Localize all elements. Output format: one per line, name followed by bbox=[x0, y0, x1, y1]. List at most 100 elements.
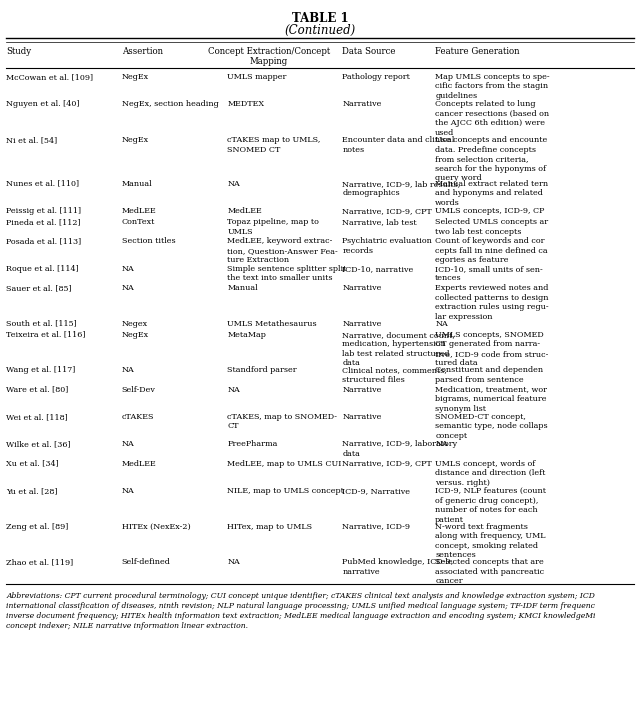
Text: Study: Study bbox=[6, 47, 31, 56]
Text: NegEx, section heading: NegEx, section heading bbox=[122, 100, 218, 108]
Text: South et al. [115]: South et al. [115] bbox=[6, 320, 77, 328]
Text: Section titles: Section titles bbox=[122, 238, 175, 246]
Text: Zeng et al. [89]: Zeng et al. [89] bbox=[6, 523, 68, 530]
Text: Self-defined: Self-defined bbox=[122, 558, 170, 566]
Text: NA: NA bbox=[435, 320, 448, 328]
Text: MedLEE: MedLEE bbox=[122, 207, 156, 215]
Text: ICD-9, NLP features (count
of generic drug concept),
number of notes for each
pa: ICD-9, NLP features (count of generic dr… bbox=[435, 487, 546, 523]
Text: UMLS concepts, SNOMED
CT generated from narra-
tive, ICD-9 code from struc-
ture: UMLS concepts, SNOMED CT generated from … bbox=[435, 331, 548, 367]
Text: Selected concepts that are
associated with pancreatic
cancer: Selected concepts that are associated wi… bbox=[435, 558, 545, 585]
Text: ICD-10, narrative: ICD-10, narrative bbox=[342, 265, 413, 273]
Text: UMLS mapper: UMLS mapper bbox=[227, 73, 287, 81]
Text: Encounter data and clinical
notes: Encounter data and clinical notes bbox=[342, 136, 455, 154]
Text: Self-Dev: Self-Dev bbox=[122, 386, 156, 394]
Text: NA: NA bbox=[122, 441, 134, 449]
Text: Concept Extraction/Concept
Mapping: Concept Extraction/Concept Mapping bbox=[207, 47, 330, 66]
Text: FreePharma: FreePharma bbox=[227, 441, 278, 449]
Text: Data Source: Data Source bbox=[342, 47, 396, 56]
Text: Narrative, ICD-9, lab results,
demographics: Narrative, ICD-9, lab results, demograph… bbox=[342, 180, 461, 197]
Text: Medication, treatment, wor
bigrams, numerical feature
synonym list: Medication, treatment, wor bigrams, nume… bbox=[435, 386, 547, 412]
Text: MedLEE: MedLEE bbox=[122, 460, 156, 468]
Text: Concepts related to lung
cancer resections (based on
the AJCC 6th edition) were
: Concepts related to lung cancer resectio… bbox=[435, 100, 549, 137]
Text: McCowan et al. [109]: McCowan et al. [109] bbox=[6, 73, 93, 81]
Text: Abbreviations: CPT current procedural terminology; CUI concept unique identifier: Abbreviations: CPT current procedural te… bbox=[6, 592, 596, 629]
Text: MEDTEX: MEDTEX bbox=[227, 100, 264, 108]
Text: Nunes et al. [110]: Nunes et al. [110] bbox=[6, 180, 79, 188]
Text: Narrative, ICD-9: Narrative, ICD-9 bbox=[342, 523, 410, 530]
Text: Teixeira et al. [116]: Teixeira et al. [116] bbox=[6, 331, 86, 339]
Text: NA: NA bbox=[227, 558, 240, 566]
Text: Narrative: Narrative bbox=[342, 100, 382, 108]
Text: Ware et al. [80]: Ware et al. [80] bbox=[6, 386, 68, 394]
Text: Simple sentence splitter split
the text into smaller units: Simple sentence splitter split the text … bbox=[227, 265, 347, 283]
Text: NegEx: NegEx bbox=[122, 136, 148, 144]
Text: Wei et al. [118]: Wei et al. [118] bbox=[6, 413, 68, 421]
Text: NegEx: NegEx bbox=[122, 73, 148, 81]
Text: PubMed knowledge, ICD-9,
narrative: PubMed knowledge, ICD-9, narrative bbox=[342, 558, 454, 576]
Text: Narrative, ICD-9, CPT: Narrative, ICD-9, CPT bbox=[342, 207, 432, 215]
Text: Wang et al. [117]: Wang et al. [117] bbox=[6, 367, 76, 375]
Text: NA: NA bbox=[122, 487, 134, 495]
Text: Narrative, ICD-9, CPT: Narrative, ICD-9, CPT bbox=[342, 460, 432, 468]
Text: N-word text fragments
along with frequency, UML
concept, smoking related
sentenc: N-word text fragments along with frequen… bbox=[435, 523, 546, 559]
Text: Narrative: Narrative bbox=[342, 320, 382, 328]
Text: Standford parser: Standford parser bbox=[227, 367, 297, 375]
Text: MetaMap: MetaMap bbox=[227, 331, 266, 339]
Text: Wilke et al. [36]: Wilke et al. [36] bbox=[6, 441, 71, 449]
Text: Use concepts and encounte
data. Predefine concepts
from selection criteria,
sear: Use concepts and encounte data. Predefin… bbox=[435, 136, 547, 182]
Text: Narrative: Narrative bbox=[342, 284, 382, 292]
Text: Manual: Manual bbox=[227, 284, 258, 292]
Text: NA: NA bbox=[122, 284, 134, 292]
Text: TABLE 1: TABLE 1 bbox=[292, 12, 348, 25]
Text: Roque et al. [114]: Roque et al. [114] bbox=[6, 265, 79, 273]
Text: MedLEE, keyword extrac-
tion, Question-Answer Fea-
ture Extraction: MedLEE, keyword extrac- tion, Question-A… bbox=[227, 238, 338, 264]
Text: Map UMLS concepts to spe-
cific factors from the stagin
guidelines: Map UMLS concepts to spe- cific factors … bbox=[435, 73, 550, 100]
Text: Narrative: Narrative bbox=[342, 386, 382, 394]
Text: Assertion: Assertion bbox=[122, 47, 163, 56]
Text: ICD-10, small units of sen-
tences: ICD-10, small units of sen- tences bbox=[435, 265, 543, 283]
Text: Experts reviewed notes and
collected patterns to design
extraction rules using r: Experts reviewed notes and collected pat… bbox=[435, 284, 549, 320]
Text: UMLS concept, words of
distance and direction (left
versus. right): UMLS concept, words of distance and dire… bbox=[435, 460, 545, 486]
Text: Pineda et al. [112]: Pineda et al. [112] bbox=[6, 219, 81, 226]
Text: NA: NA bbox=[122, 265, 134, 273]
Text: Negex: Negex bbox=[122, 320, 148, 328]
Text: ICD-9, Narrative: ICD-9, Narrative bbox=[342, 487, 410, 495]
Text: ConText: ConText bbox=[122, 219, 155, 226]
Text: (Continued): (Continued) bbox=[284, 24, 356, 37]
Text: Xu et al. [34]: Xu et al. [34] bbox=[6, 460, 59, 468]
Text: Ni et al. [54]: Ni et al. [54] bbox=[6, 136, 58, 144]
Text: Constituent and dependen
parsed from sentence: Constituent and dependen parsed from sen… bbox=[435, 367, 543, 384]
Text: Sauer et al. [85]: Sauer et al. [85] bbox=[6, 284, 72, 292]
Text: Manual extract related tern
and hyponyms and related
words: Manual extract related tern and hyponyms… bbox=[435, 180, 548, 206]
Text: NA: NA bbox=[227, 386, 240, 394]
Text: HITEx (NexEx-2): HITEx (NexEx-2) bbox=[122, 523, 190, 530]
Text: Narrative, document count,
medication, hypertension
lab test related structured
: Narrative, document count, medication, h… bbox=[342, 331, 455, 367]
Text: NILE, map to UMLS concept: NILE, map to UMLS concept bbox=[227, 487, 344, 495]
Text: UMLS Metathesaurus: UMLS Metathesaurus bbox=[227, 320, 317, 328]
Text: Narrative, lab test: Narrative, lab test bbox=[342, 219, 417, 226]
Text: Psychiatric evaluation
records: Psychiatric evaluation records bbox=[342, 238, 432, 255]
Text: Narrative: Narrative bbox=[342, 413, 382, 421]
Text: Zhao et al. [119]: Zhao et al. [119] bbox=[6, 558, 74, 566]
Text: HITex, map to UMLS: HITex, map to UMLS bbox=[227, 523, 312, 530]
Text: Peissig et al. [111]: Peissig et al. [111] bbox=[6, 207, 81, 215]
Text: Selected UMLS concepts ar
two lab test concepts: Selected UMLS concepts ar two lab test c… bbox=[435, 219, 548, 236]
Text: Topaz pipeline, map to
UMLS: Topaz pipeline, map to UMLS bbox=[227, 219, 319, 236]
Text: Nguyen et al. [40]: Nguyen et al. [40] bbox=[6, 100, 80, 108]
Text: cTAKES, map to SNOMED-
CT: cTAKES, map to SNOMED- CT bbox=[227, 413, 337, 431]
Text: cTAKES: cTAKES bbox=[122, 413, 154, 421]
Text: UMLS concepts, ICD-9, CP: UMLS concepts, ICD-9, CP bbox=[435, 207, 545, 215]
Text: cTAKES map to UMLS,
SNOMED CT: cTAKES map to UMLS, SNOMED CT bbox=[227, 136, 321, 154]
Text: Manual: Manual bbox=[122, 180, 152, 188]
Text: Clinical notes, comments,
structured files: Clinical notes, comments, structured fil… bbox=[342, 367, 447, 384]
Text: SNOMED-CT concept,
semantic type, node collaps
concept: SNOMED-CT concept, semantic type, node c… bbox=[435, 413, 548, 440]
Text: Pathology report: Pathology report bbox=[342, 73, 410, 81]
Text: Count of keywords and cor
cepts fall in nine defined ca
egories as feature: Count of keywords and cor cepts fall in … bbox=[435, 238, 548, 264]
Text: Feature Generation: Feature Generation bbox=[435, 47, 520, 56]
Text: MedLEE, map to UMLS CUI: MedLEE, map to UMLS CUI bbox=[227, 460, 342, 468]
Text: Narrative, ICD-9, laboratory
data: Narrative, ICD-9, laboratory data bbox=[342, 441, 458, 458]
Text: NA: NA bbox=[435, 441, 448, 449]
Text: NegEx: NegEx bbox=[122, 331, 148, 339]
Text: NA: NA bbox=[122, 367, 134, 375]
Text: Yu et al. [28]: Yu et al. [28] bbox=[6, 487, 58, 495]
